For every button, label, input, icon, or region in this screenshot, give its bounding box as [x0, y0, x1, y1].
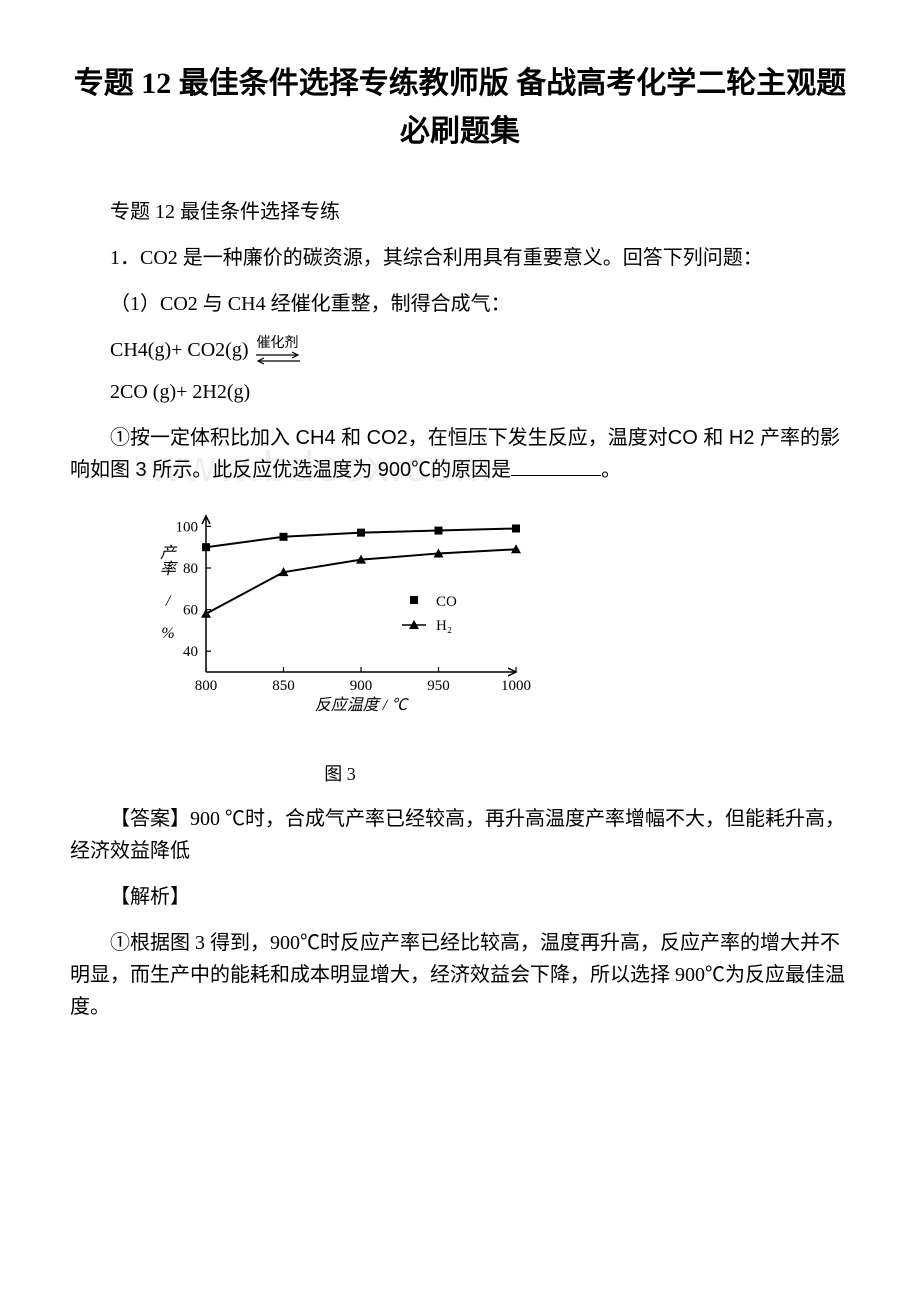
answer-label: 【答案】 [110, 808, 190, 830]
svg-text:850: 850 [272, 678, 295, 694]
svg-text:反应温度 / ℃: 反应温度 / ℃ [315, 696, 409, 714]
svg-text:60: 60 [183, 603, 198, 619]
chart-svg: 40 60 80 100 800 850 900 950 1000 反应温度 / ℃ 产率 / % C… [150, 506, 550, 746]
svg-text:H₂: H₂ [436, 618, 452, 634]
intro-line: 专题 12 最佳条件选择专练 [70, 196, 850, 228]
svg-text:40: 40 [183, 644, 198, 660]
svg-text:800: 800 [195, 678, 218, 694]
page-title: 专题 12 最佳条件选择专练教师版 备战高考化学二轮主观题必刷题集 [70, 60, 850, 156]
equation-line1: CH4(g)+ CO2(g) 催化剂 [110, 334, 850, 366]
equation-line2: 2CO (g)+ 2H2(g) [110, 376, 850, 408]
svg-text:100: 100 [176, 519, 199, 535]
chart-caption: 图 3 [150, 760, 530, 789]
sub1-text: ①按一定体积比加入 CH4 和 CO2，在恒压下发生反应，温度对CO 和 H2 … [70, 427, 840, 481]
catalyst-label: 催化剂 [254, 337, 302, 351]
q1-stem: 1．CO2 是一种廉价的碳资源，其综合利用具有重要意义。回答下列问题： [70, 242, 850, 274]
answer-blank [511, 455, 601, 476]
svg-text:80: 80 [183, 561, 198, 577]
sub1-suffix: 。 [601, 459, 621, 481]
analysis-text: ①根据图 3 得到，900℃时反应产率已经比较高，温度再升高，反应产率的增大并不… [70, 927, 850, 1023]
svg-text:产率 / %: 产率 / % [160, 544, 179, 642]
q1-sub1: ①按一定体积比加入 CH4 和 CO2，在恒压下发生反应，温度对CO 和 H2 … [70, 422, 850, 486]
chart-figure-3: 40 60 80 100 800 850 900 950 1000 反应温度 / ℃ 产率 / % C… [150, 506, 850, 789]
svg-text:1000: 1000 [501, 678, 531, 694]
svg-text:CO: CO [436, 594, 457, 610]
svg-text:950: 950 [427, 678, 450, 694]
eq-left: CH4(g)+ CO2(g) [110, 339, 254, 361]
answer-block: 【答案】900 ℃时，合成气产率已经较高，再升高温度产率增幅不大，但能耗升高，经… [70, 803, 850, 867]
analysis-label-line: 【解析】 [70, 881, 850, 913]
svg-text:900: 900 [350, 678, 373, 694]
q1-part1: （1）CO2 与 CH4 经催化重整，制得合成气： [70, 288, 850, 320]
catalyst-arrow: 催化剂 [254, 337, 302, 365]
